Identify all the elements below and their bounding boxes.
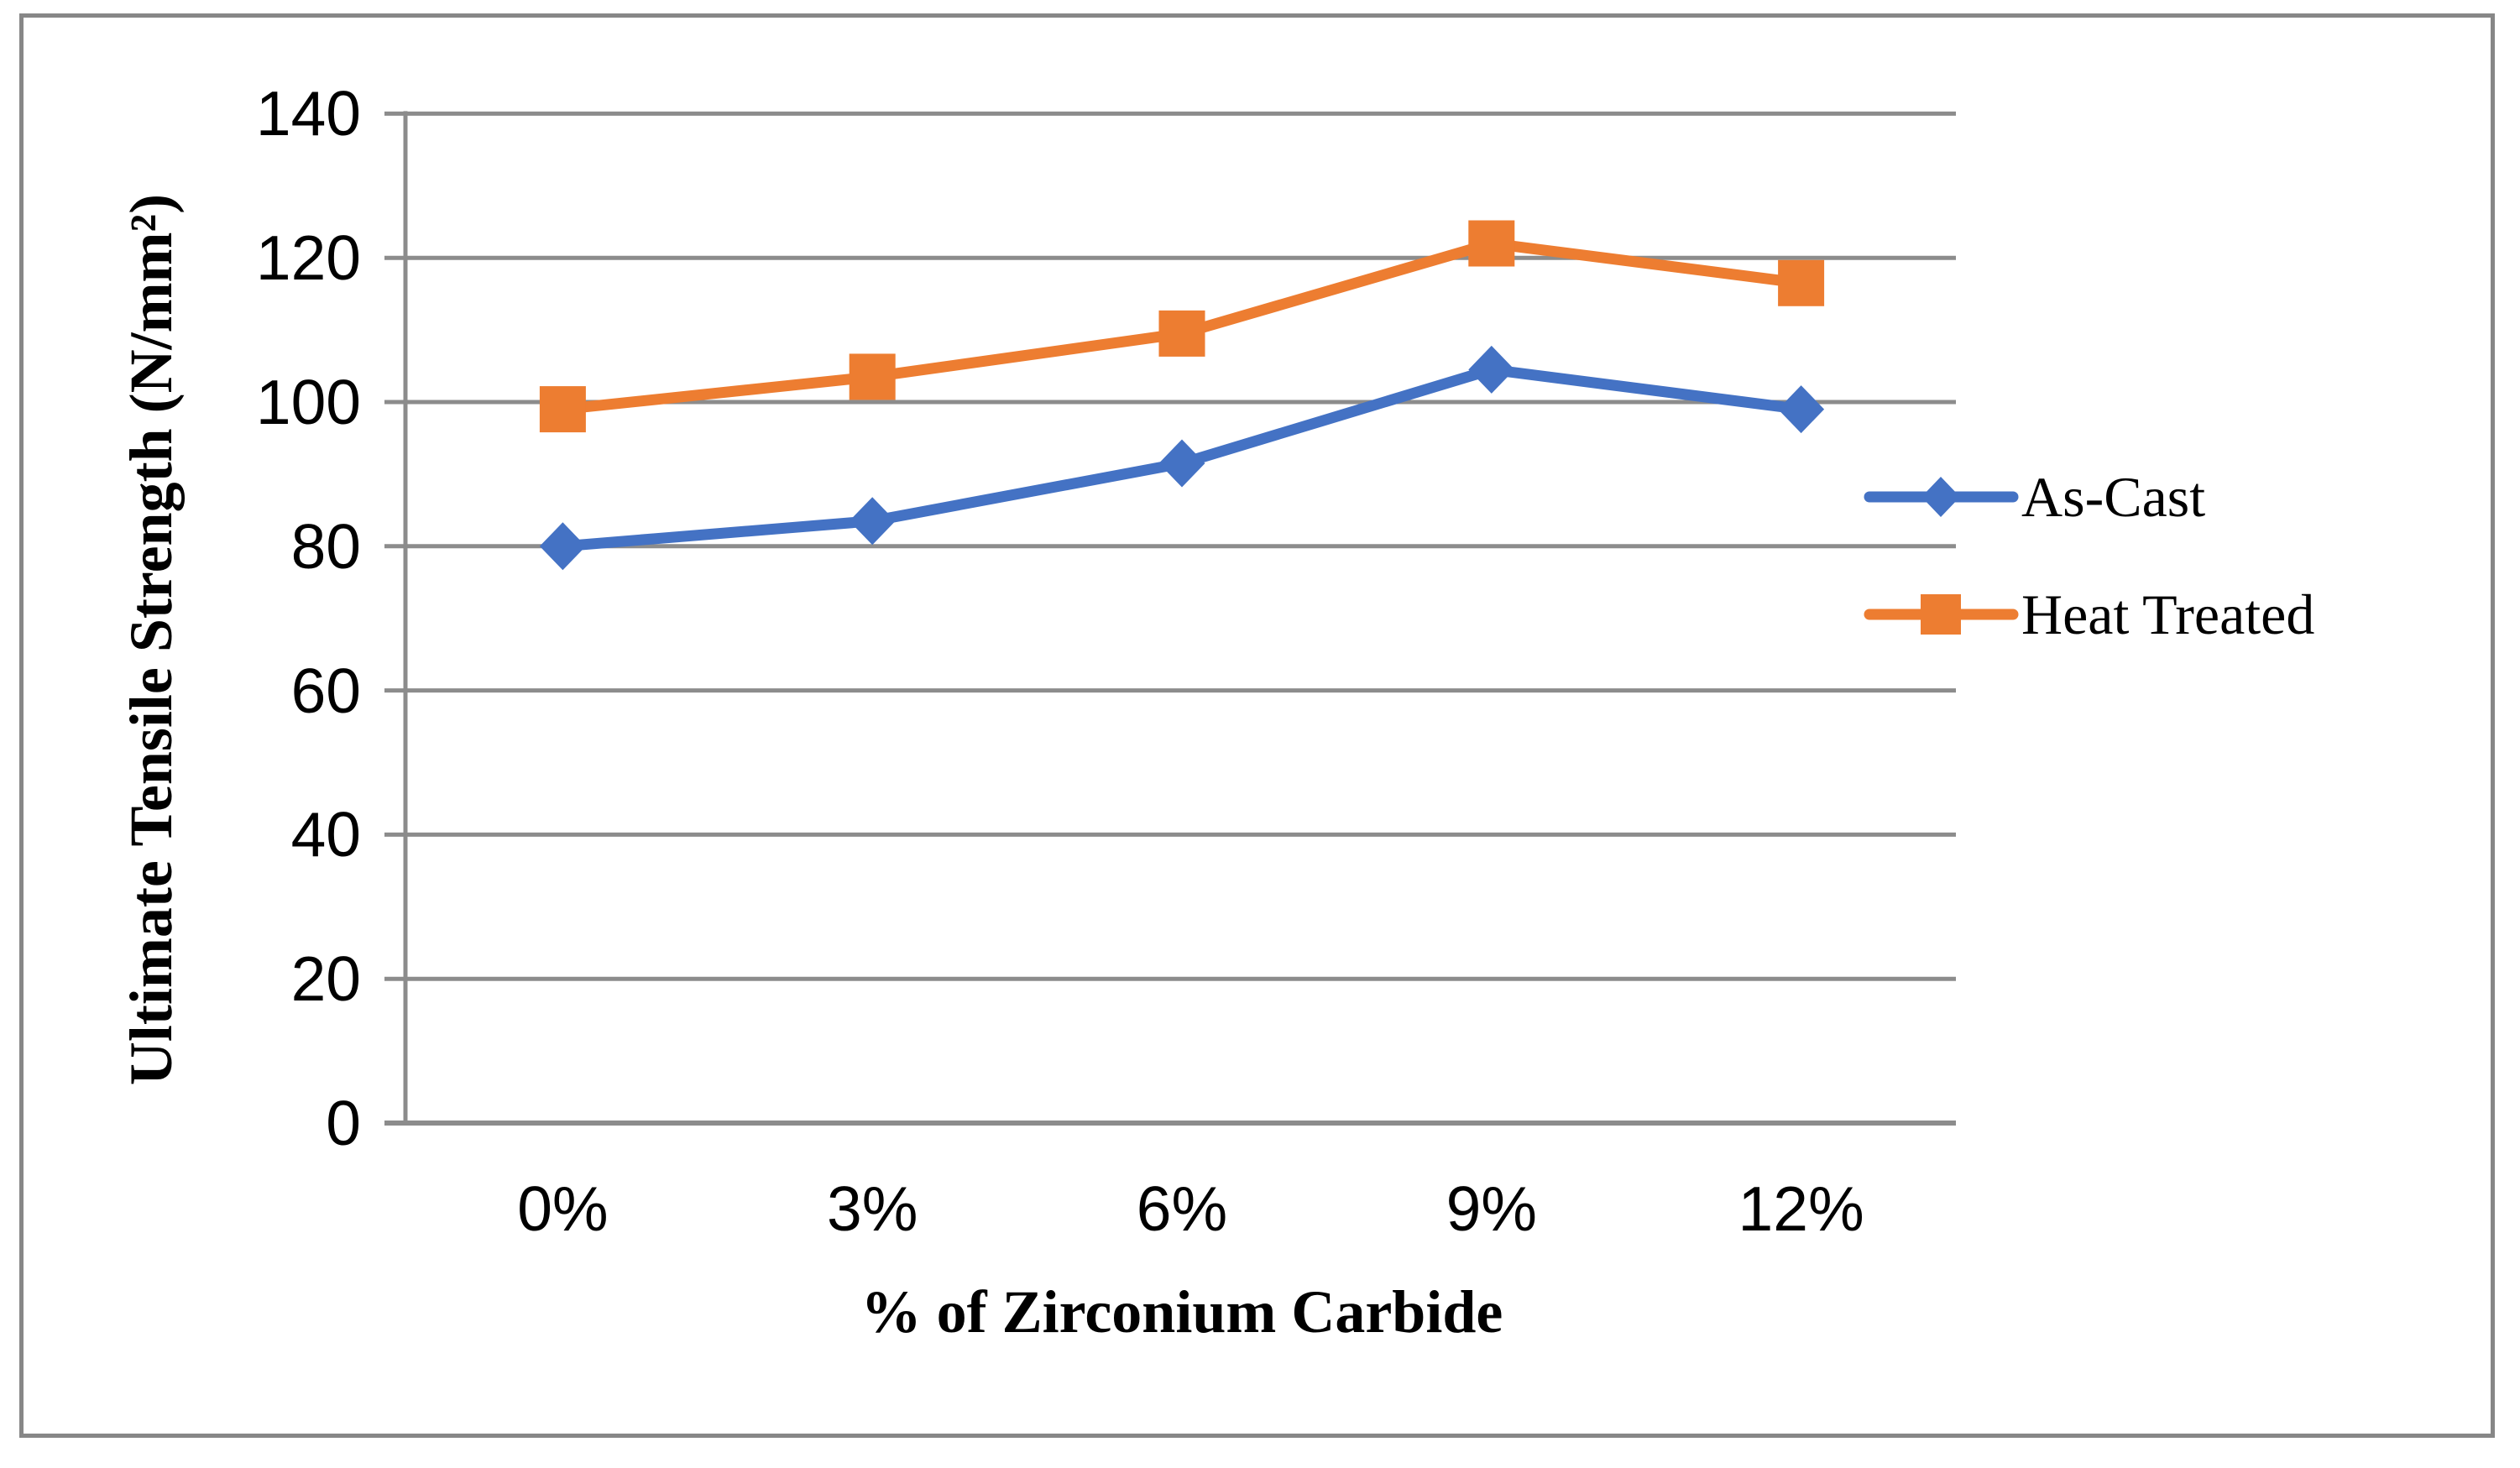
x-tick-label: 12% (1738, 1173, 1864, 1244)
legend-key-marker (1921, 594, 1961, 635)
data-point-marker-as-cast (1778, 385, 1825, 434)
x-axis-title: % of Zirconium Carbide (860, 1278, 1503, 1345)
legend-label-heat-treated: Heat Treated (2021, 582, 2315, 646)
y-tick-label: 40 (290, 799, 361, 870)
x-tick-label: 9% (1446, 1173, 1537, 1244)
data-point-marker-as-cast (1468, 345, 1515, 394)
y-tick-label: 80 (290, 510, 361, 582)
y-tick-label: 140 (255, 78, 361, 149)
figure-border (19, 13, 2495, 1438)
data-point-marker-as-cast (539, 522, 586, 571)
x-tick-label: 6% (1136, 1173, 1228, 1244)
y-tick-label: 0 (326, 1088, 361, 1158)
y-axis-title: Ultimate Tensile Strength (N/mm²) (118, 193, 185, 1086)
data-point-marker-heat-treated (539, 386, 586, 433)
x-tick-label: 0% (517, 1173, 609, 1244)
y-tick-label: 100 (255, 367, 361, 437)
legend-label-as-cast: As-Cast (2021, 465, 2206, 529)
y-tick-label: 60 (290, 655, 361, 726)
y-tick-label: 120 (255, 222, 361, 294)
data-point-marker-heat-treated (849, 353, 896, 400)
data-point-marker-heat-treated (1468, 220, 1515, 267)
data-point-marker-as-cast (849, 497, 896, 546)
legend-key-marker (1921, 477, 1960, 517)
y-tick-label: 20 (290, 943, 361, 1015)
data-point-marker-as-cast (1158, 439, 1205, 488)
data-point-marker-heat-treated (1158, 310, 1205, 357)
x-tick-label: 3% (826, 1173, 918, 1244)
data-point-marker-heat-treated (1778, 259, 1825, 306)
